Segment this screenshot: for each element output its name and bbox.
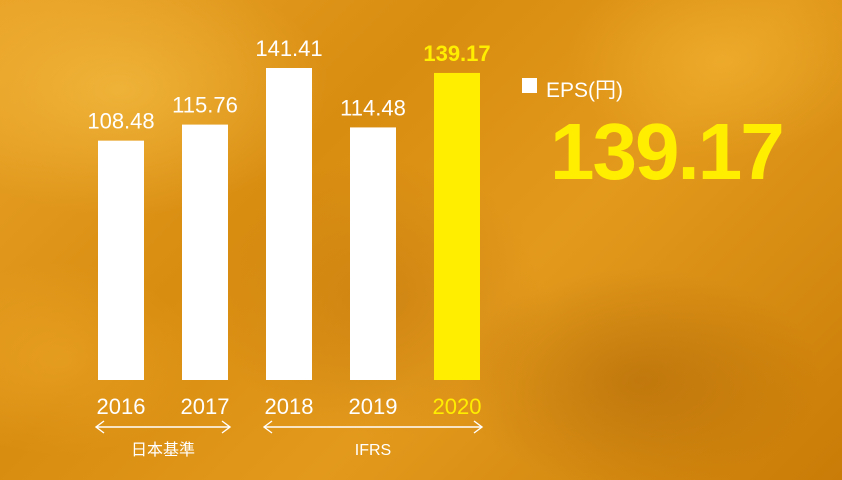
data-label-2019: 114.48 — [340, 95, 406, 120]
arrow-left-icon — [94, 420, 105, 434]
bar-2019 — [350, 127, 396, 380]
bar-2016 — [98, 140, 144, 380]
legend-label: EPS(円) — [546, 79, 624, 102]
standard-range-1: IFRS — [262, 420, 484, 459]
data-label-2018: 141.41 — [255, 36, 322, 61]
standard-label: IFRS — [355, 442, 391, 459]
data-label-2016: 108.48 — [87, 109, 154, 134]
x-tick-2020: 2020 — [433, 394, 482, 419]
bar-2017 — [182, 124, 228, 380]
arrow-left-icon — [262, 420, 273, 434]
x-tick-2016: 2016 — [97, 394, 146, 419]
x-tick-2019: 2019 — [349, 394, 398, 419]
x-tick-2018: 2018 — [265, 394, 314, 419]
data-label-2020: 139.17 — [423, 41, 490, 66]
bar-2020 — [434, 72, 480, 380]
legend-swatch — [522, 78, 537, 93]
data-label-2017: 115.76 — [172, 93, 238, 118]
arrow-right-icon — [221, 420, 232, 434]
bar-2018 — [266, 68, 312, 380]
headline-eps-value: 139.17 — [550, 107, 785, 196]
standard-label: 日本基準 — [131, 441, 195, 459]
arrow-right-icon — [473, 420, 484, 434]
standard-range-0: 日本基準 — [94, 420, 232, 459]
x-tick-2017: 2017 — [181, 394, 230, 419]
